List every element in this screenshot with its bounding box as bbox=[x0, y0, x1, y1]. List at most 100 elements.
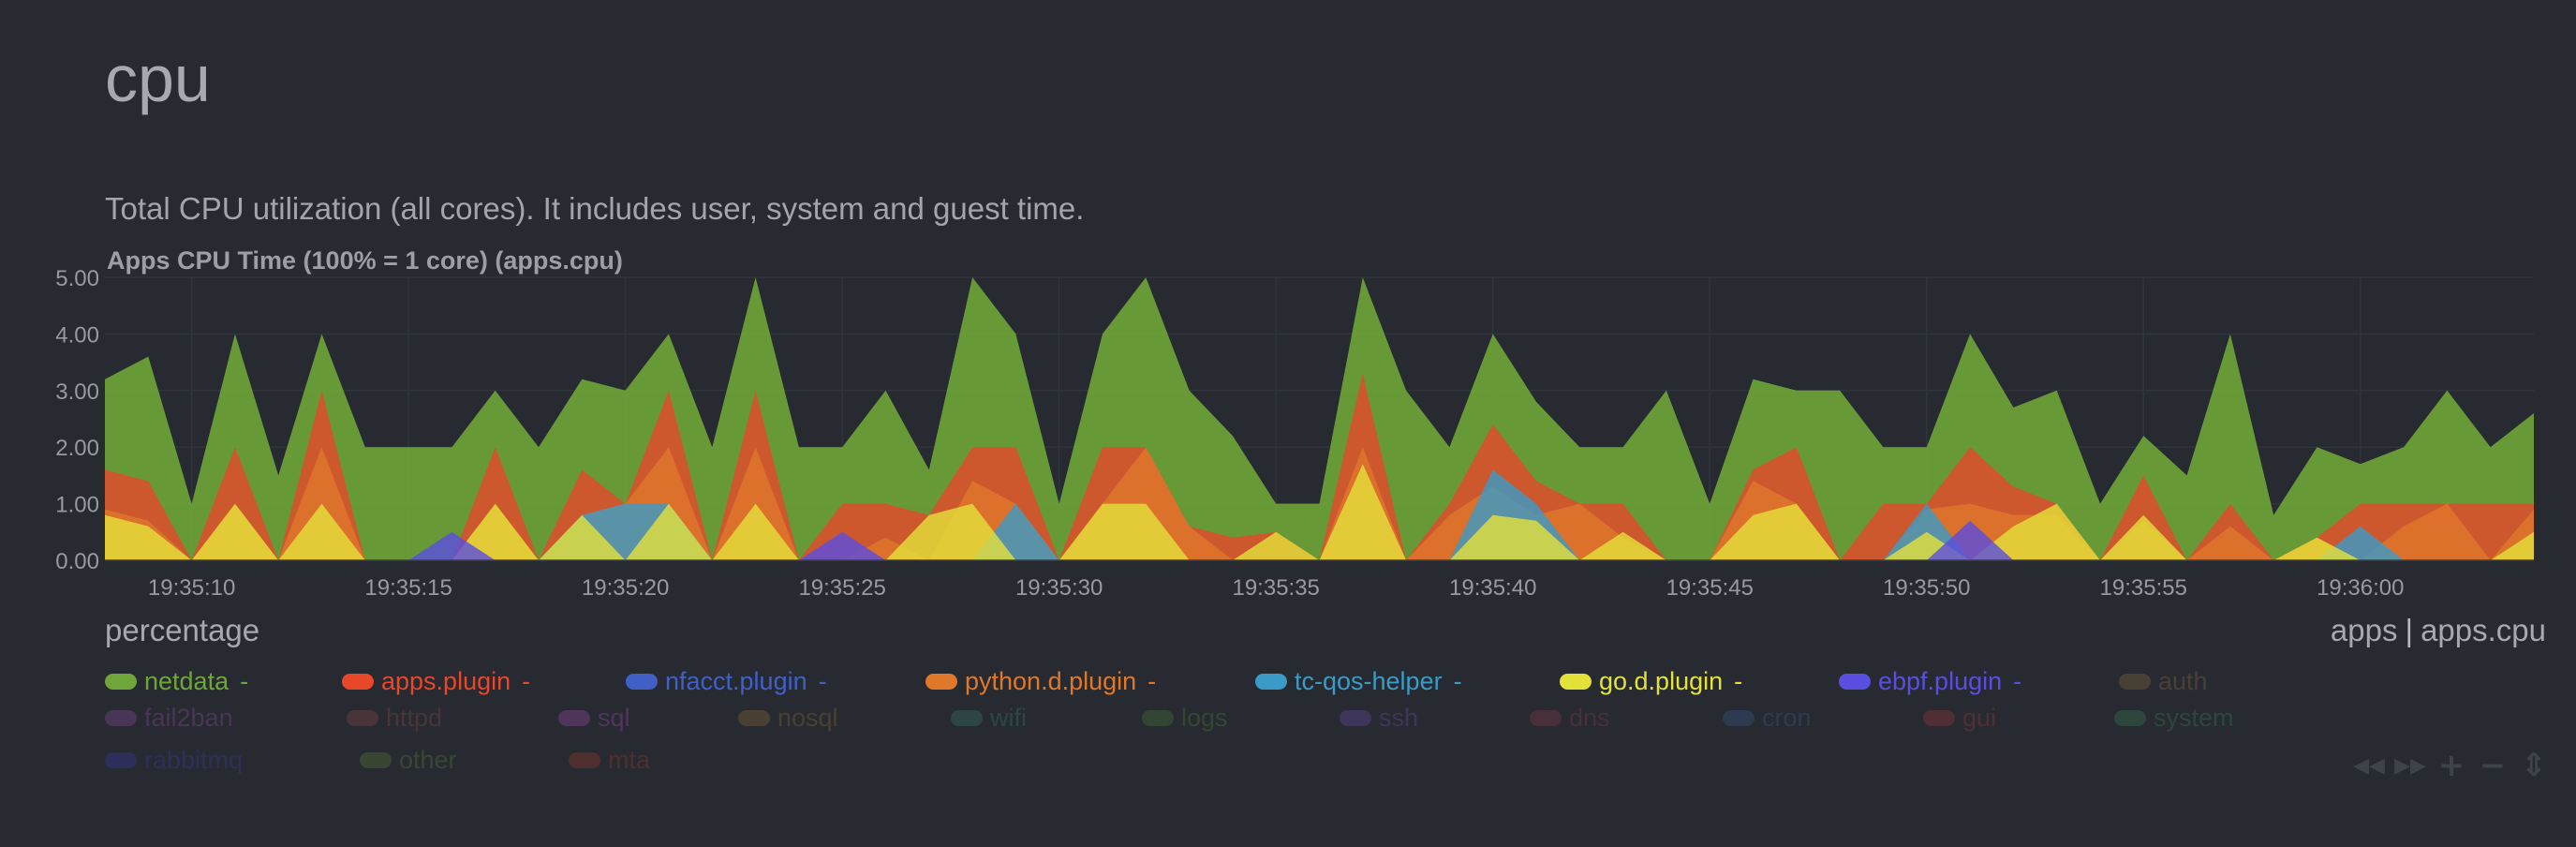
legend-swatch bbox=[347, 710, 378, 726]
x-tick-label: 19:35:15 bbox=[364, 575, 452, 600]
legend-item-nosql[interactable]: nosql bbox=[738, 704, 838, 733]
legend-swatch bbox=[1142, 710, 1174, 726]
chart-context: apps | apps.cpu bbox=[2331, 613, 2546, 648]
context-family[interactable]: apps bbox=[2330, 613, 2398, 647]
legend-item-python-d-plugin[interactable]: python.d.plugin - bbox=[925, 667, 1156, 696]
x-tick-label: 19:35:40 bbox=[1449, 575, 1536, 600]
legend-label: dns bbox=[1569, 704, 1610, 732]
legend-label: logs bbox=[1181, 704, 1228, 732]
resize-vertical-icon[interactable]: ⇕ bbox=[2520, 747, 2548, 784]
legend-swatch bbox=[558, 710, 590, 726]
legend-label: nfacct.plugin bbox=[665, 667, 807, 695]
legend-swatch bbox=[105, 710, 137, 726]
legend-value: - bbox=[240, 667, 249, 695]
y-tick-label: 0.00 bbox=[55, 549, 99, 574]
legend-swatch bbox=[1923, 710, 1955, 726]
x-tick-label: 19:35:20 bbox=[582, 575, 669, 600]
legend-item-auth[interactable]: auth bbox=[2119, 667, 2208, 696]
legend-item-fail2ban[interactable]: fail2ban bbox=[105, 704, 233, 733]
legend-label: netdata bbox=[144, 667, 229, 695]
legend-item-other[interactable]: other bbox=[360, 746, 457, 775]
x-tick-label: 19:35:35 bbox=[1232, 575, 1319, 600]
legend-item-apps-plugin[interactable]: apps.plugin - bbox=[342, 667, 530, 696]
legend-label: wifi bbox=[990, 704, 1027, 732]
plus-icon[interactable]: + bbox=[2437, 747, 2465, 784]
legend-label: cron bbox=[1762, 704, 1812, 732]
x-tick-label: 19:35:25 bbox=[798, 575, 885, 600]
legend-item-ssh[interactable]: ssh bbox=[1340, 704, 1418, 733]
legend-swatch bbox=[569, 752, 600, 768]
legend-item-tc-qos-helper[interactable]: tc-qos-helper - bbox=[1255, 667, 1462, 696]
legend-label: fail2ban bbox=[144, 704, 233, 732]
x-tick-label: 19:35:45 bbox=[1666, 575, 1754, 600]
legend-item-nfacct-plugin[interactable]: nfacct.plugin - bbox=[626, 667, 827, 696]
legend-swatch bbox=[1560, 674, 1591, 690]
legend-label: auth bbox=[2158, 667, 2208, 695]
legend-item-sql[interactable]: sql bbox=[558, 704, 630, 733]
legend-item-system[interactable]: system bbox=[2114, 704, 2234, 733]
legend-swatch bbox=[105, 674, 137, 690]
legend-item-logs[interactable]: logs bbox=[1142, 704, 1228, 733]
legend-label: ssh bbox=[1379, 704, 1419, 732]
legend-item-netdata[interactable]: netdata - bbox=[105, 667, 248, 696]
legend-value: - bbox=[818, 667, 827, 695]
y-tick-label: 3.00 bbox=[55, 379, 99, 405]
chart-legend: netdata - apps.plugin - nfacct.plugin - python… bbox=[105, 667, 2287, 789]
legend-swatch bbox=[2119, 674, 2151, 690]
legend-swatch bbox=[2114, 710, 2146, 726]
legend-label: other bbox=[399, 746, 457, 774]
legend-label: sql bbox=[598, 704, 630, 732]
legend-item-ebpf-plugin[interactable]: ebpf.plugin - bbox=[1839, 667, 2021, 696]
legend-swatch bbox=[342, 674, 374, 690]
y-tick-label: 2.00 bbox=[55, 436, 99, 461]
y-tick-label: 5.00 bbox=[55, 266, 99, 291]
backward-icon[interactable]: ◀◀ bbox=[2353, 753, 2385, 778]
legend-item-httpd[interactable]: httpd bbox=[347, 704, 442, 733]
x-tick-label: 19:36:00 bbox=[2317, 575, 2404, 600]
x-tick-label: 19:35:10 bbox=[148, 575, 235, 600]
legend-swatch bbox=[1723, 710, 1754, 726]
legend-value: - bbox=[1734, 667, 1743, 695]
legend-item-wifi[interactable]: wifi bbox=[951, 704, 1027, 733]
legend-item-cron[interactable]: cron bbox=[1723, 704, 1812, 733]
legend-swatch bbox=[1839, 674, 1871, 690]
legend-swatch bbox=[951, 710, 983, 726]
legend-value: - bbox=[2013, 667, 2022, 695]
y-tick-label: 4.00 bbox=[55, 322, 99, 348]
context-id: apps.cpu bbox=[2421, 613, 2546, 647]
legend-label: nosql bbox=[777, 704, 838, 732]
legend-swatch bbox=[738, 710, 770, 726]
x-tick-label: 19:35:30 bbox=[1015, 575, 1103, 600]
page-title: cpu bbox=[105, 42, 211, 115]
legend-swatch bbox=[626, 674, 658, 690]
legend-swatch bbox=[360, 752, 392, 768]
legend-label: mta bbox=[608, 746, 651, 774]
chart-description: Total CPU utilization (all cores). It in… bbox=[105, 191, 1085, 226]
legend-item-gui[interactable]: gui bbox=[1923, 704, 1996, 733]
legend-swatch bbox=[1255, 674, 1287, 690]
forward-icon[interactable]: ▶▶ bbox=[2394, 753, 2426, 778]
units-label: percentage bbox=[105, 613, 260, 647]
legend-value: - bbox=[522, 667, 531, 695]
legend-item-go-d-plugin[interactable]: go.d.plugin - bbox=[1560, 667, 1742, 696]
cpu-area-chart[interactable]: 0.00 1.00 2.00 3.00 4.00 5.00 19:35:10 19:35:15… bbox=[0, 0, 2576, 600]
legend-label: rabbitmq bbox=[144, 746, 244, 774]
legend-label: python.d.plugin bbox=[965, 667, 1137, 695]
legend-label: system bbox=[2154, 704, 2234, 732]
legend-value: - bbox=[1147, 667, 1157, 695]
chart-toolbar: ◀◀ ▶▶ + − ⇕ bbox=[2353, 747, 2550, 784]
y-tick-label: 1.00 bbox=[55, 493, 99, 518]
legend-label: apps.plugin bbox=[381, 667, 511, 695]
minus-icon[interactable]: − bbox=[2479, 747, 2507, 784]
legend-item-rabbitmq[interactable]: rabbitmq bbox=[105, 746, 243, 775]
legend-value: - bbox=[1453, 667, 1462, 695]
series-area-netdata bbox=[105, 277, 2534, 560]
legend-item-dns[interactable]: dns bbox=[1530, 704, 1610, 733]
legend-swatch bbox=[1340, 710, 1371, 726]
legend-label: httpd bbox=[386, 704, 443, 732]
legend-item-mta[interactable]: mta bbox=[569, 746, 650, 775]
legend-swatch bbox=[105, 752, 137, 768]
legend-swatch bbox=[925, 674, 957, 690]
legend-label: ebpf.plugin bbox=[1878, 667, 2003, 695]
series-area-go-d-plugin bbox=[105, 464, 2534, 560]
